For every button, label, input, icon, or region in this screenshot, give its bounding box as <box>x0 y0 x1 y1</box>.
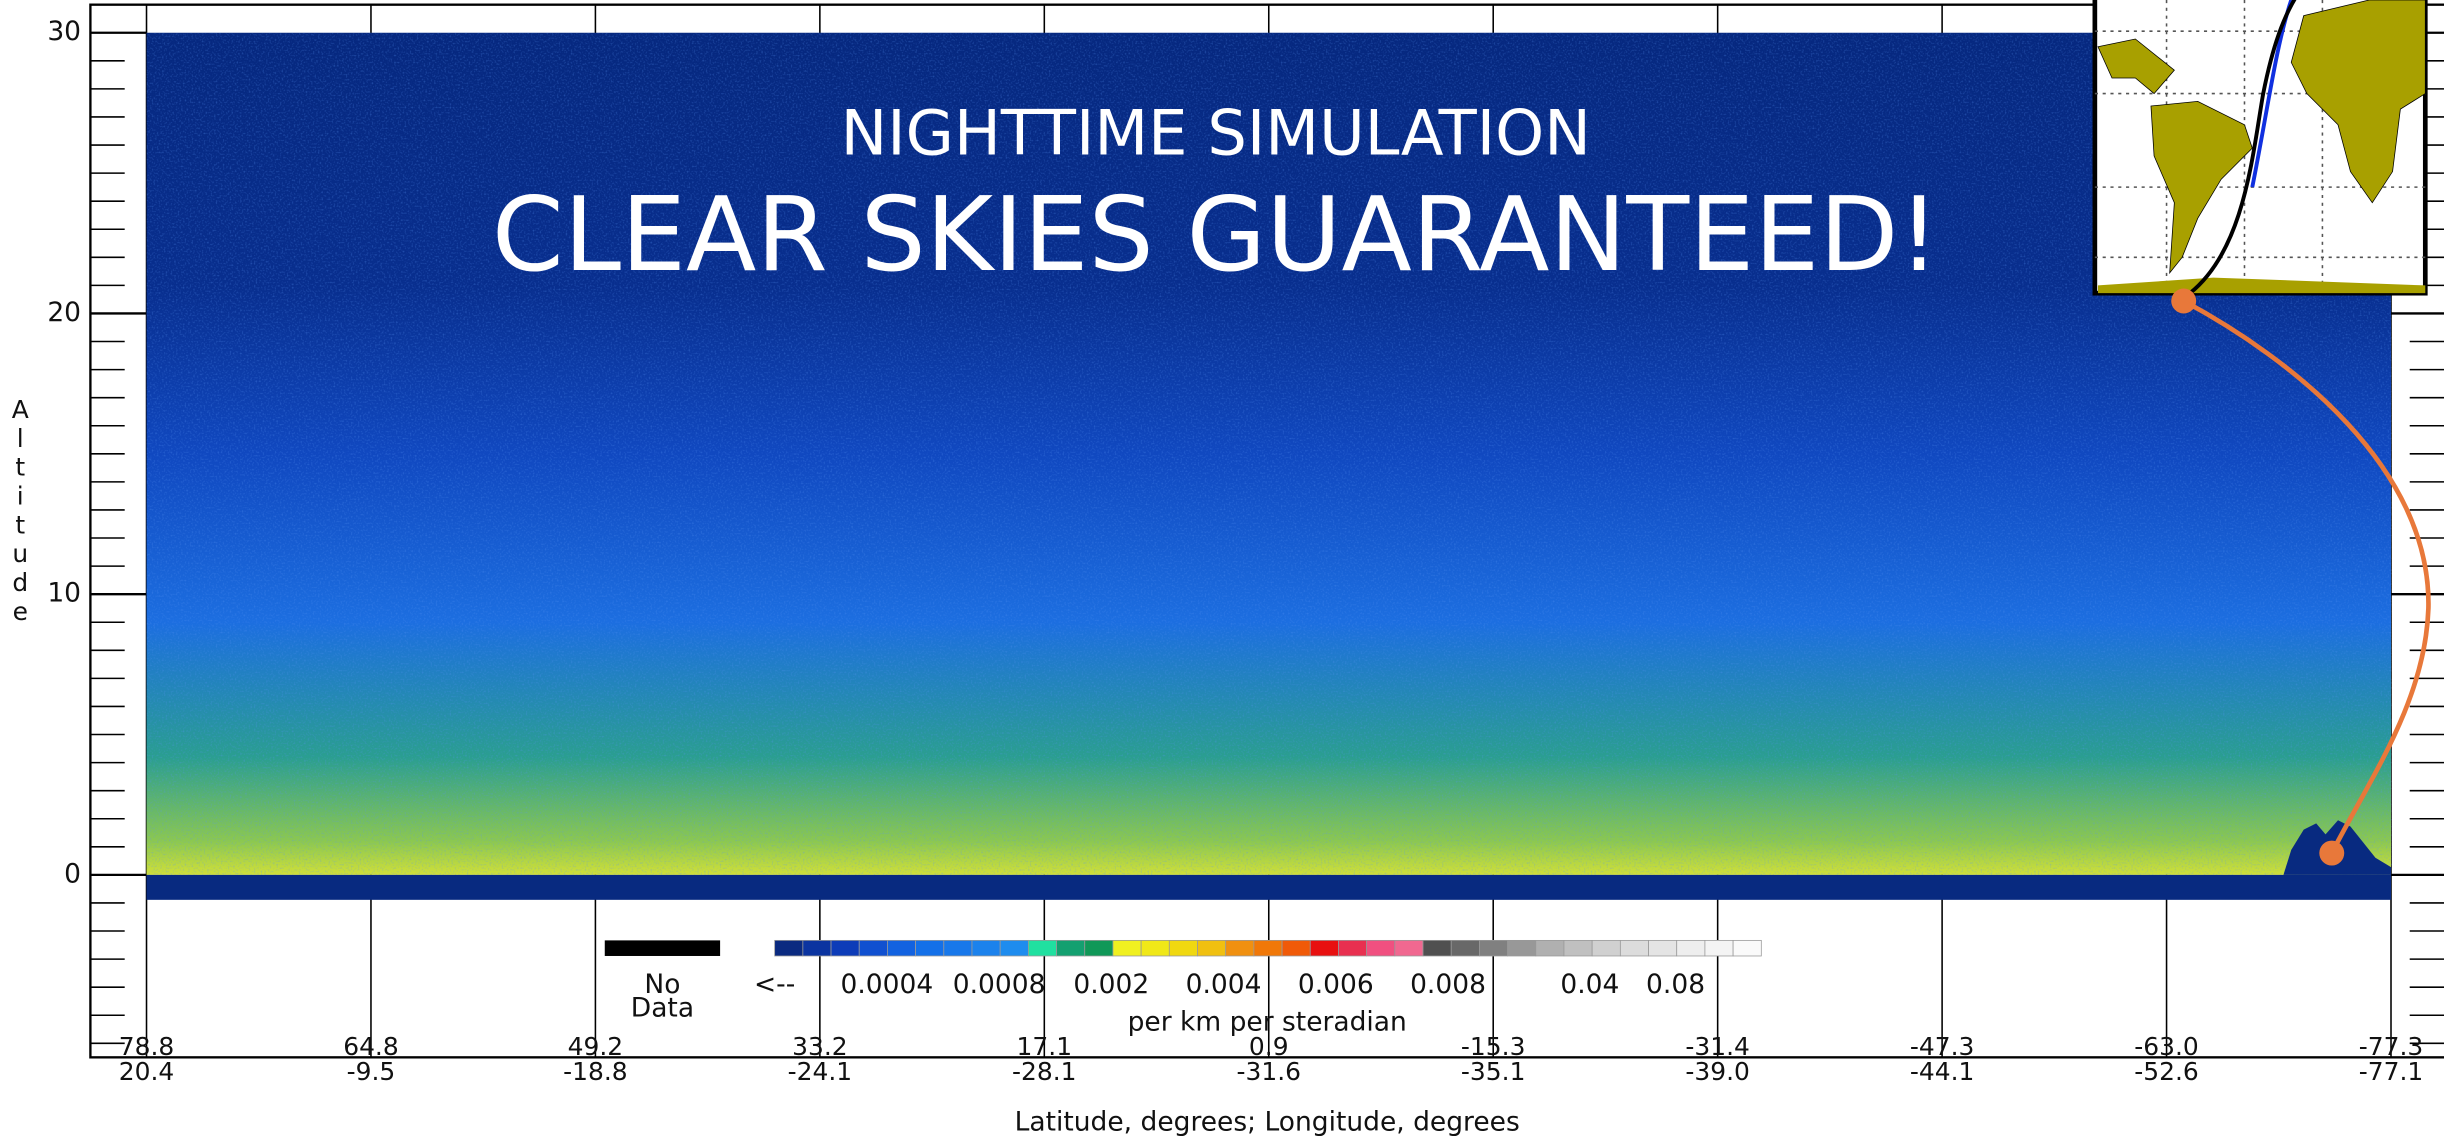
colorbar-cell <box>1705 940 1733 956</box>
colorbar-tick-label: 0.006 <box>1298 969 1374 1000</box>
colorbar-tick-label: 0.04 <box>1560 969 1619 1000</box>
colorbar-cell <box>1423 940 1451 956</box>
x-tick-label: -77.1 <box>2359 1057 2424 1086</box>
no-data-swatch <box>605 940 720 956</box>
colorbar-tick-label: <-- <box>754 969 795 1000</box>
chart-title: NIGHTTIME SIMULATION <box>841 96 1591 169</box>
marker <box>2319 841 2344 866</box>
colorbar-cell <box>1508 940 1536 956</box>
y-tick-label: 0 <box>64 858 81 889</box>
colorbar-cell <box>1451 940 1479 956</box>
colorbar-cell <box>972 940 1000 956</box>
colorbar-cell <box>1169 940 1197 956</box>
colorbar-cell <box>887 940 915 956</box>
no-data-label: Data <box>631 992 694 1023</box>
x-axis-label: Latitude, degrees; Longitude, degrees <box>1015 1106 1520 1137</box>
colorbar-cell <box>944 940 972 956</box>
x-tick-label: -28.1 <box>1012 1057 1077 1086</box>
marker <box>2171 289 2196 314</box>
colorbar-cell <box>1113 940 1141 956</box>
colorbar-cell <box>859 940 887 956</box>
colorbar-cell <box>1085 940 1113 956</box>
colorbar-tick-label: 0.008 <box>1410 969 1486 1000</box>
colorbar-cell <box>1367 940 1395 956</box>
colorbar-cell <box>1028 940 1056 956</box>
x-tick-label: -39.0 <box>1685 1057 1750 1086</box>
colorbar-cell <box>1141 940 1169 956</box>
colorbar-tick-label: 0.0004 <box>841 969 934 1000</box>
colorbar-tick-label: 0.08 <box>1646 969 1705 1000</box>
colorbar-cell <box>1620 940 1648 956</box>
x-tick-label: -18.8 <box>563 1057 628 1086</box>
x-tick-label: 20.4 <box>119 1057 175 1086</box>
x-tick-label: -44.1 <box>1910 1057 1975 1086</box>
x-tick-label: -35.1 <box>1461 1057 1526 1086</box>
y-tick-label: 20 <box>47 297 81 328</box>
colorbar-cell <box>916 940 944 956</box>
colorbar-cell <box>775 940 803 956</box>
colorbar-cell <box>1310 940 1338 956</box>
colorbar-cell <box>1479 940 1507 956</box>
colorbar-cell <box>1198 940 1226 956</box>
colorbar-tick-label: 0.004 <box>1186 969 1262 1000</box>
colorbar-cell <box>803 940 831 956</box>
colorbar-cell <box>1226 940 1254 956</box>
colorbar-cell <box>1733 940 1761 956</box>
y-tick-label: 10 <box>47 578 81 609</box>
x-tick-label: -9.5 <box>347 1057 396 1086</box>
colorbar-tick-label: 0.002 <box>1073 969 1149 1000</box>
colorbar-cell <box>1592 940 1620 956</box>
x-tick-label: -31.6 <box>1237 1057 1302 1086</box>
colorbar-cell <box>1677 940 1705 956</box>
colorbar-cell <box>1395 940 1423 956</box>
colorbar-tick-label: 0.0008 <box>953 969 1046 1000</box>
colorbar-cell <box>1000 940 1028 956</box>
colorbar-cell <box>1282 940 1310 956</box>
y-tick-label: 30 <box>47 16 81 47</box>
colorbar-cell <box>1649 940 1677 956</box>
colorbar-cell <box>1536 940 1564 956</box>
colorbar-cell <box>1564 940 1592 956</box>
colorbar-cell <box>831 940 859 956</box>
x-tick-label: -24.1 <box>788 1057 853 1086</box>
page: {"chart_data":{"type":"heatmap", "title"… <box>0 0 2444 1140</box>
colorbar-cell <box>1338 940 1366 956</box>
colorbar-cell <box>1057 940 1085 956</box>
chart-subtitle: CLEAR SKIES GUARANTEED! <box>492 175 1940 295</box>
x-tick-label: -52.6 <box>2134 1057 2199 1086</box>
chart: NIGHTTIME SIMULATION CLEAR SKIES GUARANT… <box>0 0 2444 1140</box>
ground <box>147 875 2391 900</box>
inset-map <box>2095 0 2425 293</box>
colorbar-cell <box>1254 940 1282 956</box>
